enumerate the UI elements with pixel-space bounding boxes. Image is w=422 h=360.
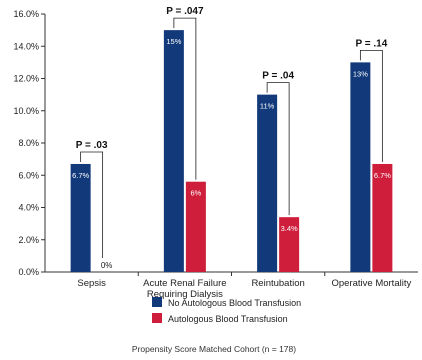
p-value-label: P = .047: [166, 6, 204, 17]
data-label: 6%: [190, 189, 201, 198]
bar-no-autologous: [164, 30, 184, 272]
legend-swatch: [152, 313, 162, 323]
legend: No Autologous Blood Transfusion Autologou…: [152, 297, 301, 324]
data-label: 11%: [260, 102, 275, 111]
bar-no-autologous: [257, 95, 277, 272]
y-tick-label: 6.0%: [18, 170, 39, 180]
p-value-label: P = .14: [355, 38, 387, 49]
p-value-label: P = .04: [262, 71, 294, 82]
y-tick-label: 16.0%: [13, 9, 39, 19]
data-label: 15%: [166, 37, 181, 46]
data-label: 6.7%: [72, 171, 89, 180]
y-tick-label: 8.0%: [18, 138, 39, 148]
legend-label: No Autologous Blood Transfusion: [168, 298, 301, 308]
y-tick-label: 2.0%: [18, 235, 39, 245]
bar-no-autologous: [71, 164, 91, 272]
bar-autologous: [372, 164, 392, 272]
legend-label: Autologous Blood Transfusion: [168, 314, 288, 324]
x-category-label: Sepsis: [77, 278, 106, 289]
data-label: 6.7%: [374, 171, 391, 180]
annotations: 6.7% 0% P = .03 15% 6% P = .047 11% 3.4% P = .04…: [72, 6, 391, 270]
p-value-label: P = .03: [76, 140, 108, 151]
y-tick-label: 14.0%: [13, 41, 39, 51]
x-category-label: Acute Renal Failure: [143, 278, 226, 289]
data-label: 3.4%: [281, 224, 298, 233]
data-label: 0%: [101, 261, 113, 270]
bar-no-autologous: [350, 62, 370, 272]
footer-caption: Propensity Score Matched Cohort (n = 178…: [132, 344, 296, 354]
x-category-label: Operative Mortality: [332, 278, 412, 289]
y-tick-label: 0.0%: [18, 267, 39, 277]
y-tick-label: 12.0%: [13, 74, 39, 84]
legend-swatch: [152, 297, 162, 307]
y-tick-label: 4.0%: [18, 203, 39, 213]
bars: [71, 30, 393, 272]
x-category-label: Reintubation: [251, 278, 304, 289]
y-tick-label: 10.0%: [13, 106, 39, 116]
data-label: 13%: [353, 69, 368, 78]
